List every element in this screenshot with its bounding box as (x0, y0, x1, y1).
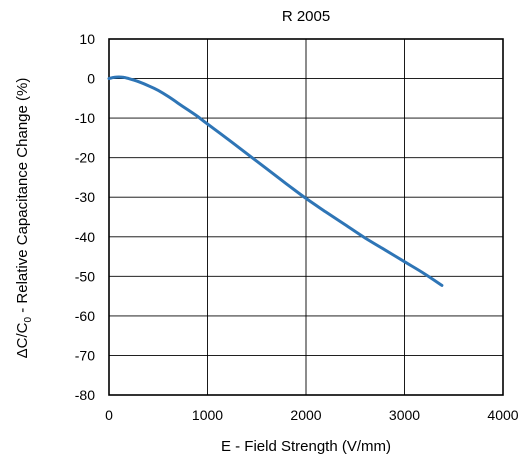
y-tick-label: -10 (75, 110, 95, 126)
plot-area (108, 38, 504, 396)
x-tick-label: 2000 (290, 407, 321, 423)
y-axis-label-main: ΔC/C (14, 322, 31, 358)
y-axis-ticks: 10 0 -10 -20 -30 -40 -50 -60 -70 -80 (75, 31, 95, 403)
y-tick-label: -20 (75, 150, 95, 166)
x-axis-ticks: 0 1000 2000 3000 4000 (105, 407, 519, 423)
y-tick-label: -60 (75, 308, 95, 324)
y-axis-label-subscript: 0 (23, 317, 34, 323)
x-tick-label: 1000 (192, 407, 223, 423)
y-tick-label: -30 (75, 189, 95, 205)
y-tick-label: -40 (75, 229, 95, 245)
grid-lines (108, 38, 504, 396)
series-line (107, 75, 444, 287)
chart-title: R 2005 (282, 8, 330, 25)
y-tick-label: -80 (75, 387, 95, 403)
x-tick-label: 0 (105, 407, 113, 423)
y-tick-label: 0 (87, 71, 95, 87)
x-axis-label: E - Field Strength (V/mm) (221, 438, 391, 455)
y-axis-label-rest: - Relative Capacitance Change (%) (14, 78, 31, 317)
y-tick-label: -50 (75, 268, 95, 284)
x-tick-label: 3000 (389, 407, 420, 423)
y-tick-label: 10 (79, 31, 95, 47)
y-tick-label: -70 (75, 347, 95, 363)
x-tick-label: 4000 (487, 407, 518, 423)
y-axis-label: ΔC/C0 - Relative Capacitance Change (%) (14, 78, 34, 359)
